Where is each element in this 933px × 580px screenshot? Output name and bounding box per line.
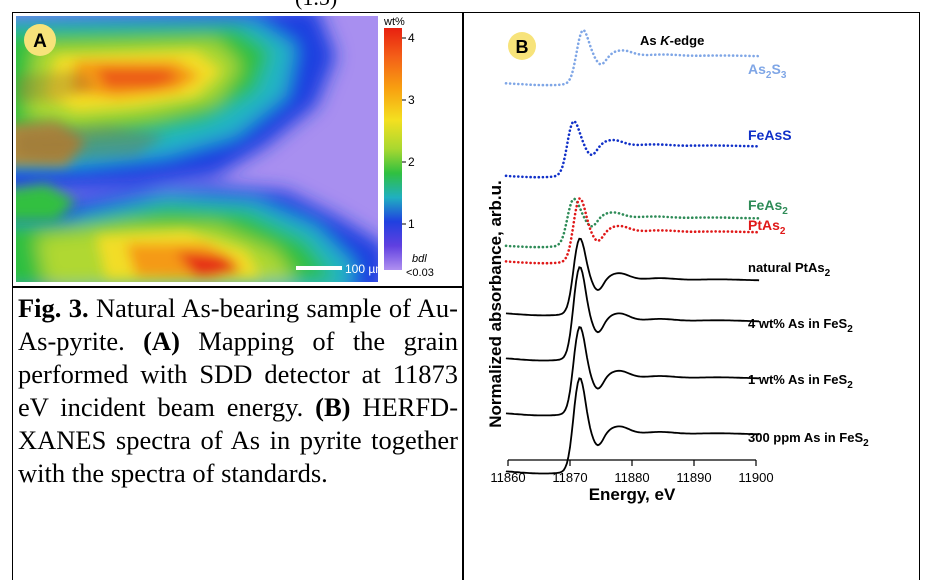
- spectrum-line: [504, 119, 761, 179]
- caption-text-1: Natural As-bearing sample of Au-As-pyrit…: [18, 293, 458, 356]
- caption-fig-label: Fig. 3.: [18, 293, 89, 323]
- colorbar-unit: wt%: [383, 16, 405, 28]
- scale-bar: [296, 266, 342, 270]
- colorbar-bdl-value: <0.03: [406, 267, 434, 279]
- spectrum-line: [505, 377, 760, 475]
- x-tick-label: 11880: [614, 470, 649, 485]
- series-label: 4 wt% As in FeS2: [748, 316, 853, 335]
- colorbar-bdl-label: bdl: [412, 253, 427, 265]
- scale-bar-label: 100 µm: [345, 262, 378, 276]
- colorbar: wt% 4 3 2 1 bdl <0.03: [383, 16, 434, 279]
- series-label: 300 ppm As in FeS2: [748, 430, 869, 449]
- x-tick-label: 11870: [552, 470, 587, 485]
- figure-frame: [12, 12, 920, 580]
- x-tick-label: 11860: [490, 470, 525, 485]
- series-label: 1 wt% As in FeS2: [748, 372, 853, 391]
- colorbar-tick-label: 1: [408, 217, 415, 231]
- spectrum-line: [505, 325, 760, 417]
- arsenic-map: 100 µm A: [16, 16, 378, 282]
- spectrum-line: [505, 266, 760, 362]
- x-axis-label: Energy, eV: [589, 485, 676, 504]
- spectrum-line: [504, 197, 761, 265]
- x-tick-label: 11890: [676, 470, 711, 485]
- colorbar-tick-label: 2: [408, 155, 415, 169]
- panel-a-badge: [24, 24, 56, 56]
- xanes-spectra-chart: B As K-edge Normalized absorbance, arb.u…: [486, 28, 869, 504]
- series-label: PtAs2: [748, 217, 786, 237]
- x-axis-ticks: 11860 11870 11880 11890 11900: [490, 460, 774, 485]
- caption-text-2: Mapping of the grain performed with SDD …: [18, 326, 459, 422]
- spectrum-line: [505, 237, 760, 317]
- caption-a-label: (A): [143, 326, 180, 356]
- chart-title: As K-edge: [640, 33, 704, 48]
- colorbar-gradient: [384, 28, 402, 270]
- caption-text-3: HERFD-XANES spectra of As in pyrite toge…: [18, 392, 459, 488]
- panel-b-label: B: [516, 37, 529, 57]
- series-label: FeAsS: [748, 127, 792, 143]
- spectra-curves: [504, 28, 761, 475]
- panel-b-badge: [508, 32, 536, 60]
- vertical-divider: [462, 12, 464, 580]
- panel-a-label: A: [33, 31, 47, 52]
- series-label: FeAs2: [748, 197, 788, 217]
- figure-caption: Fig. 3. Natural As-bearing sample of Au-…: [18, 292, 458, 490]
- caption-b-label: (B): [315, 392, 351, 422]
- spectrum-line: [504, 197, 761, 249]
- series-label: natural PtAs2: [748, 260, 831, 279]
- horizontal-divider: [12, 286, 463, 288]
- x-tick-label: 11900: [738, 470, 773, 485]
- y-axis-label: Normalized absorbance, arb.u.: [486, 180, 505, 428]
- top-text-fragment: (1.5): [255, 0, 415, 12]
- series-label: As2S3: [748, 61, 787, 81]
- spectrum-line: [504, 28, 761, 87]
- colorbar-tick-label: 3: [408, 93, 415, 107]
- colorbar-tick-label: 4: [408, 31, 415, 45]
